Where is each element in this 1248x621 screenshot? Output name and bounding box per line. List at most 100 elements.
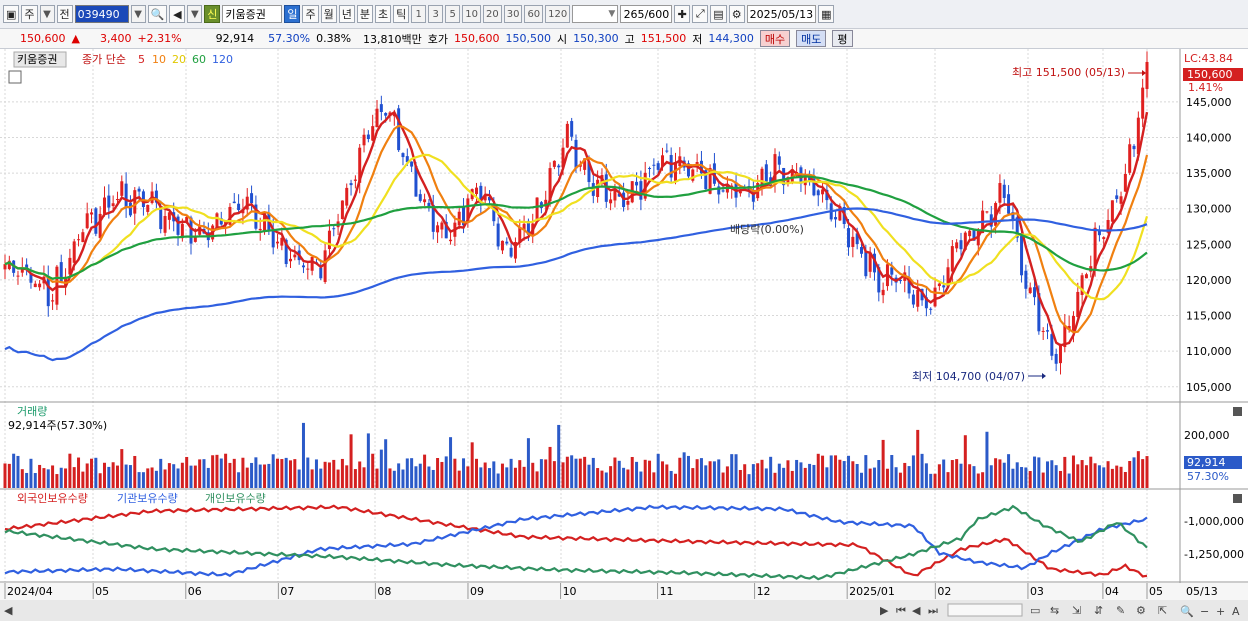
candle-body [276, 241, 280, 244]
gear-icon[interactable]: ⚙ [728, 5, 745, 23]
volume-bar [600, 470, 604, 488]
period-year[interactable]: 년 [338, 5, 355, 23]
date-input[interactable]: 2025/05/13 [746, 5, 817, 23]
candle-body [232, 201, 236, 204]
candle-body [449, 239, 453, 242]
volume-bar [946, 472, 950, 488]
interval-20[interactable]: 20 [482, 5, 502, 23]
volume-value: 92,914 [215, 32, 255, 45]
volume-bar [998, 459, 1002, 488]
buy-button[interactable]: 매수 [759, 30, 791, 47]
scroll-thumb[interactable] [947, 603, 1023, 617]
export-icon[interactable]: ⇱ [1158, 604, 1167, 617]
candle-body [180, 223, 184, 239]
draw-icon[interactable]: ⤢ [692, 5, 709, 23]
save-icon[interactable]: ▤ [710, 5, 727, 23]
volume-bar [189, 465, 193, 488]
interval-3[interactable]: 3 [428, 5, 444, 23]
interval-60[interactable]: 60 [524, 5, 544, 23]
count-display[interactable]: 265/600 [620, 5, 673, 23]
period-day[interactable]: 일 [284, 5, 301, 23]
period-tick[interactable]: 틱 [393, 5, 410, 23]
candle-body [500, 240, 504, 251]
drawing-icon[interactable]: ✎ [1116, 604, 1125, 617]
candle-body [301, 265, 305, 268]
sell-button[interactable]: 매도 [796, 30, 827, 47]
window-icon[interactable]: ▣ [3, 5, 20, 23]
crosshair-icon[interactable]: ✚ [674, 5, 691, 23]
compare-icon[interactable]: ⇆ [1050, 604, 1059, 617]
volume-close-icon[interactable] [1233, 407, 1242, 416]
scrollbar[interactable] [0, 600, 1248, 621]
period-week[interactable]: 주 [302, 5, 319, 23]
x-axis-label: 02 [937, 585, 951, 598]
candle-body [505, 241, 509, 244]
volume-bar [955, 459, 959, 488]
period-minute[interactable]: 분 [356, 5, 373, 23]
candle-body [855, 233, 859, 245]
calendar-icon[interactable]: ▦ [818, 5, 835, 23]
table-icon[interactable] [8, 70, 22, 84]
volume-bar [942, 459, 946, 488]
volume-bar [72, 467, 76, 488]
candle-body [847, 228, 851, 248]
prev-button[interactable]: 전 [56, 5, 73, 23]
volume-ratio: 57.30% [268, 32, 311, 45]
period-second[interactable]: 초 [374, 5, 392, 23]
stock-name[interactable]: 키움증권 [222, 5, 283, 23]
interval-dropdown-icon[interactable]: ▼ [608, 9, 616, 19]
volume-bar [583, 456, 587, 488]
candle-body [254, 204, 258, 229]
zoom-fit-icon[interactable]: ⇲ [1072, 604, 1081, 617]
volume-bar [332, 459, 336, 488]
average-button[interactable]: 평 [832, 30, 853, 47]
zoom-area-icon[interactable]: ▭ [1030, 604, 1040, 617]
market-dropdown-icon[interactable]: ▼ [39, 5, 55, 23]
candle-body [799, 167, 803, 184]
zoom-in-icon[interactable]: + [1216, 605, 1225, 618]
volume-bar [790, 470, 794, 488]
holder-close-icon[interactable] [1233, 494, 1242, 503]
candle-body [518, 227, 522, 243]
text-size-icon[interactable]: A [1232, 605, 1240, 618]
scroll-right-icon[interactable]: ▶ [880, 604, 889, 617]
volume-bar [717, 459, 721, 488]
volume-bar [297, 469, 301, 488]
zoom-icon[interactable]: 🔍 [1180, 604, 1194, 618]
zoom-out-icon[interactable]: − [1200, 605, 1209, 618]
volume-bar [219, 458, 223, 488]
chart-type-icon[interactable]: ⇵ [1094, 604, 1103, 617]
volume-bar [1007, 454, 1011, 488]
volume-bar [107, 466, 111, 488]
sound-icon[interactable]: ◀ [169, 5, 186, 23]
gear-icon[interactable]: ⚙ [1136, 604, 1146, 617]
candle-body [245, 196, 249, 210]
candle-body [90, 212, 94, 215]
volume-y-tick: 200,000 [1184, 429, 1230, 442]
scroll-prev-icon[interactable]: ◀ [912, 604, 921, 617]
period-month[interactable]: 월 [320, 5, 337, 23]
interval-10[interactable]: 10 [462, 5, 481, 23]
interval-5[interactable]: 5 [445, 5, 461, 23]
volume-bar [561, 462, 565, 488]
candle-body [860, 247, 863, 254]
search-icon[interactable]: 🔍 [147, 5, 168, 23]
sound-dropdown-icon[interactable]: ▼ [187, 5, 203, 23]
volume-bar [1071, 455, 1075, 488]
interval-30[interactable]: 30 [503, 5, 523, 23]
volume-bar [808, 463, 812, 488]
scroll-left-icon[interactable]: ◀ [4, 604, 13, 617]
candle-body [1015, 217, 1019, 238]
stock-code-input[interactable]: 039490 [74, 5, 129, 23]
volume-bar [596, 468, 600, 488]
interval-custom-input[interactable]: ▼ [572, 5, 619, 23]
scroll-end-icon[interactable]: ⏭ [928, 604, 938, 617]
volume-bar [159, 458, 163, 488]
interval-1[interactable]: 1 [411, 5, 427, 23]
volume-bar [725, 466, 729, 488]
interval-120[interactable]: 120 [545, 5, 571, 23]
scroll-start-icon[interactable]: ⏮ [896, 604, 906, 617]
market-select[interactable]: 주 [21, 5, 38, 23]
candle-body [102, 197, 106, 214]
code-dropdown-icon[interactable]: ▼ [130, 5, 146, 23]
